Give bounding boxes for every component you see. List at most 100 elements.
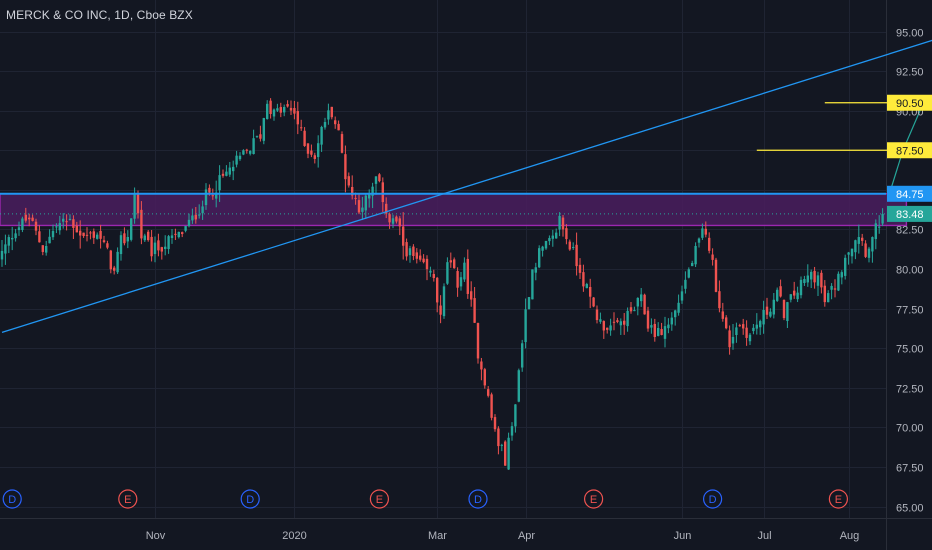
candle-body <box>391 218 395 224</box>
candle-body <box>667 324 670 329</box>
candle-body <box>602 321 605 331</box>
candle-body <box>568 241 571 250</box>
candle-body <box>483 369 486 386</box>
candle-body <box>164 246 167 250</box>
candle-body <box>585 284 588 289</box>
candle-body <box>521 343 524 368</box>
candle-body <box>425 258 429 270</box>
candle-body <box>408 248 412 256</box>
candle-body <box>269 100 272 114</box>
candle-body <box>490 394 493 418</box>
candle-body <box>599 319 602 322</box>
x-tick-label: Jun <box>674 530 692 542</box>
candle-body <box>150 236 153 257</box>
candle-body <box>225 171 228 176</box>
candle-body <box>582 272 585 287</box>
dividend-marker[interactable] <box>2 489 22 509</box>
candle-body <box>789 294 792 300</box>
candle-body <box>833 288 837 290</box>
candle-body <box>313 155 316 159</box>
candle-body <box>276 108 279 111</box>
candle-body <box>255 135 259 137</box>
candle-body <box>684 279 687 289</box>
candle-body <box>697 238 701 243</box>
candle-body <box>589 286 592 297</box>
price-label-84.75: 84.75 <box>896 189 924 201</box>
earnings-marker[interactable] <box>828 489 849 509</box>
resistance-zone[interactable] <box>0 193 908 227</box>
candle-body <box>670 317 673 325</box>
candle-body <box>575 244 578 267</box>
candle-body <box>473 298 476 323</box>
candle-body <box>249 150 252 154</box>
candle-body <box>674 310 677 318</box>
candle-body <box>0 250 4 260</box>
candle-body <box>17 227 21 231</box>
candle-body <box>708 237 711 251</box>
candle-body <box>41 245 44 252</box>
candle-body <box>493 417 497 430</box>
candle-body <box>327 110 330 120</box>
candle-body <box>218 175 221 191</box>
candle-body <box>442 286 446 317</box>
resistance-zone-layer <box>0 193 908 227</box>
candle-body <box>79 230 82 236</box>
candle-body <box>772 299 775 315</box>
candle-body <box>65 221 68 223</box>
candle-body <box>561 217 565 230</box>
candle-body <box>68 218 72 221</box>
price-label-bg <box>887 142 932 159</box>
candle-body <box>429 270 432 273</box>
candle-body <box>844 257 847 276</box>
candle-body <box>748 334 752 342</box>
candle-body <box>510 426 514 436</box>
candle-body <box>340 134 344 153</box>
candle-body <box>398 218 401 227</box>
candle-body <box>143 235 146 241</box>
candle-body <box>840 272 843 278</box>
candle-body <box>160 247 163 252</box>
candle-body <box>595 309 599 321</box>
candle-body <box>776 289 779 301</box>
candle-body <box>62 218 65 222</box>
candle-body <box>419 255 422 260</box>
candle-body <box>881 213 884 224</box>
candle-body <box>497 428 500 447</box>
candle-body <box>538 248 541 268</box>
earnings-marker[interactable] <box>583 489 604 509</box>
trendline[interactable] <box>1 38 932 333</box>
earnings-marker[interactable] <box>118 489 138 509</box>
candle-body <box>816 275 820 286</box>
candle-body <box>810 271 813 280</box>
candle-body <box>279 107 282 113</box>
candle-body <box>262 118 265 141</box>
dividend-marker[interactable] <box>240 489 260 509</box>
candle-body <box>245 149 248 151</box>
candle-body <box>626 310 629 327</box>
candle-body <box>517 370 520 402</box>
dividend-marker[interactable] <box>702 489 723 509</box>
candles <box>0 98 884 470</box>
candle-body <box>507 437 510 470</box>
candle-body <box>765 306 769 315</box>
dividend-marker[interactable] <box>468 489 488 509</box>
candle-body <box>221 173 225 176</box>
candle-body <box>14 233 17 239</box>
candle-body <box>793 290 796 296</box>
chart-title: MERCK & CO INC, 1D, Cboe BZX <box>6 8 193 22</box>
candle-body <box>735 327 738 336</box>
candle-body <box>412 246 415 256</box>
candle-body <box>92 231 95 238</box>
candle-body <box>259 134 262 139</box>
earnings-marker[interactable] <box>369 489 389 509</box>
candle-body <box>422 258 425 263</box>
candle-body <box>803 279 806 284</box>
candle-body <box>320 126 323 145</box>
candle-body <box>687 269 690 278</box>
y-tick-label: 77.50 <box>896 305 924 317</box>
candle-body <box>174 233 177 235</box>
candle-body <box>395 216 398 222</box>
